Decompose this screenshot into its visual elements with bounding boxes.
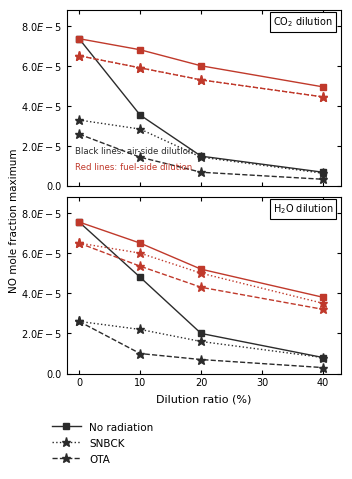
Text: H$_2$O dilution: H$_2$O dilution — [273, 202, 333, 216]
Text: Red lines: fuel-side dilution: Red lines: fuel-side dilution — [75, 163, 192, 172]
X-axis label: Dilution ratio (%): Dilution ratio (%) — [157, 394, 252, 404]
Legend: No radiation, SNBCK, OTA: No radiation, SNBCK, OTA — [48, 418, 158, 469]
Text: Black lines: air-side dilution: Black lines: air-side dilution — [75, 148, 194, 157]
Text: NO mole fraction maximum: NO mole fraction maximum — [9, 148, 19, 293]
Text: CO$_2$ dilution: CO$_2$ dilution — [273, 15, 333, 29]
